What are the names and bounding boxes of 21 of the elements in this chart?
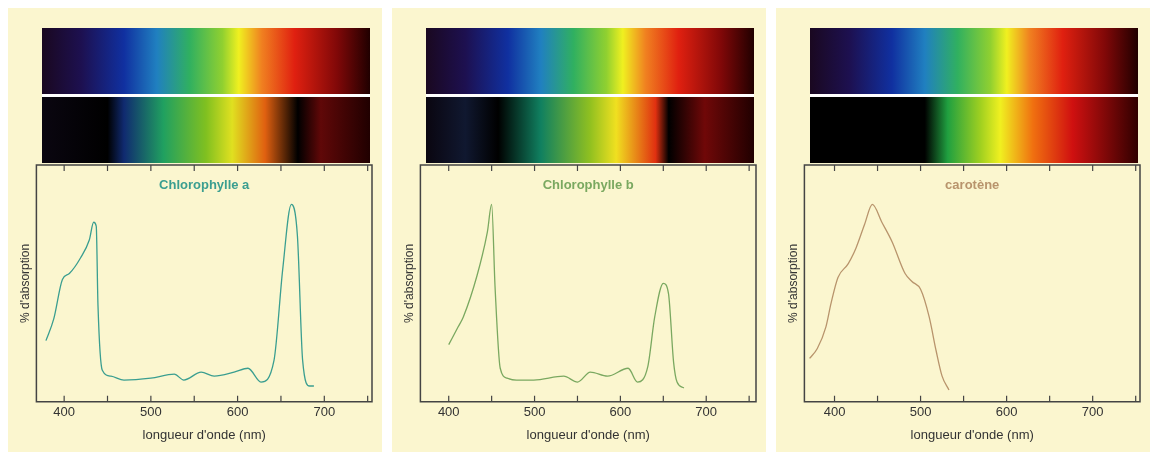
y-axis-title: % d'absorption (401, 243, 416, 323)
chart-title: carotène (945, 177, 1000, 193)
y-axis-title: % d'absorption (785, 243, 800, 323)
x-axis-title: longueur d'onde (nm) (910, 426, 1034, 442)
x-tick-label: 400 (437, 404, 460, 420)
x-tick-label: 700 (1081, 404, 1104, 420)
x-tick-label: 600 (995, 404, 1018, 420)
x-tick-label: 400 (53, 404, 75, 420)
x-tick-label: 500 (909, 404, 932, 420)
x-tick-label: 700 (695, 404, 718, 420)
y-axis-title: % d'absorption (17, 243, 32, 323)
x-tick-label: 500 (140, 404, 162, 420)
x-tick-label: 600 (609, 404, 632, 420)
x-tick-label: 500 (523, 404, 546, 420)
x-axis-title: longueur d'onde (nm) (526, 426, 650, 442)
x-axis-title: longueur d'onde (nm) (142, 426, 266, 442)
chart-title: Chlorophylle a (159, 177, 251, 193)
chart-title: Chlorophylle b (542, 177, 634, 193)
x-tick-label: 400 (823, 404, 846, 420)
x-tick-label: 700 (313, 404, 336, 420)
x-tick-label: 600 (226, 404, 249, 420)
